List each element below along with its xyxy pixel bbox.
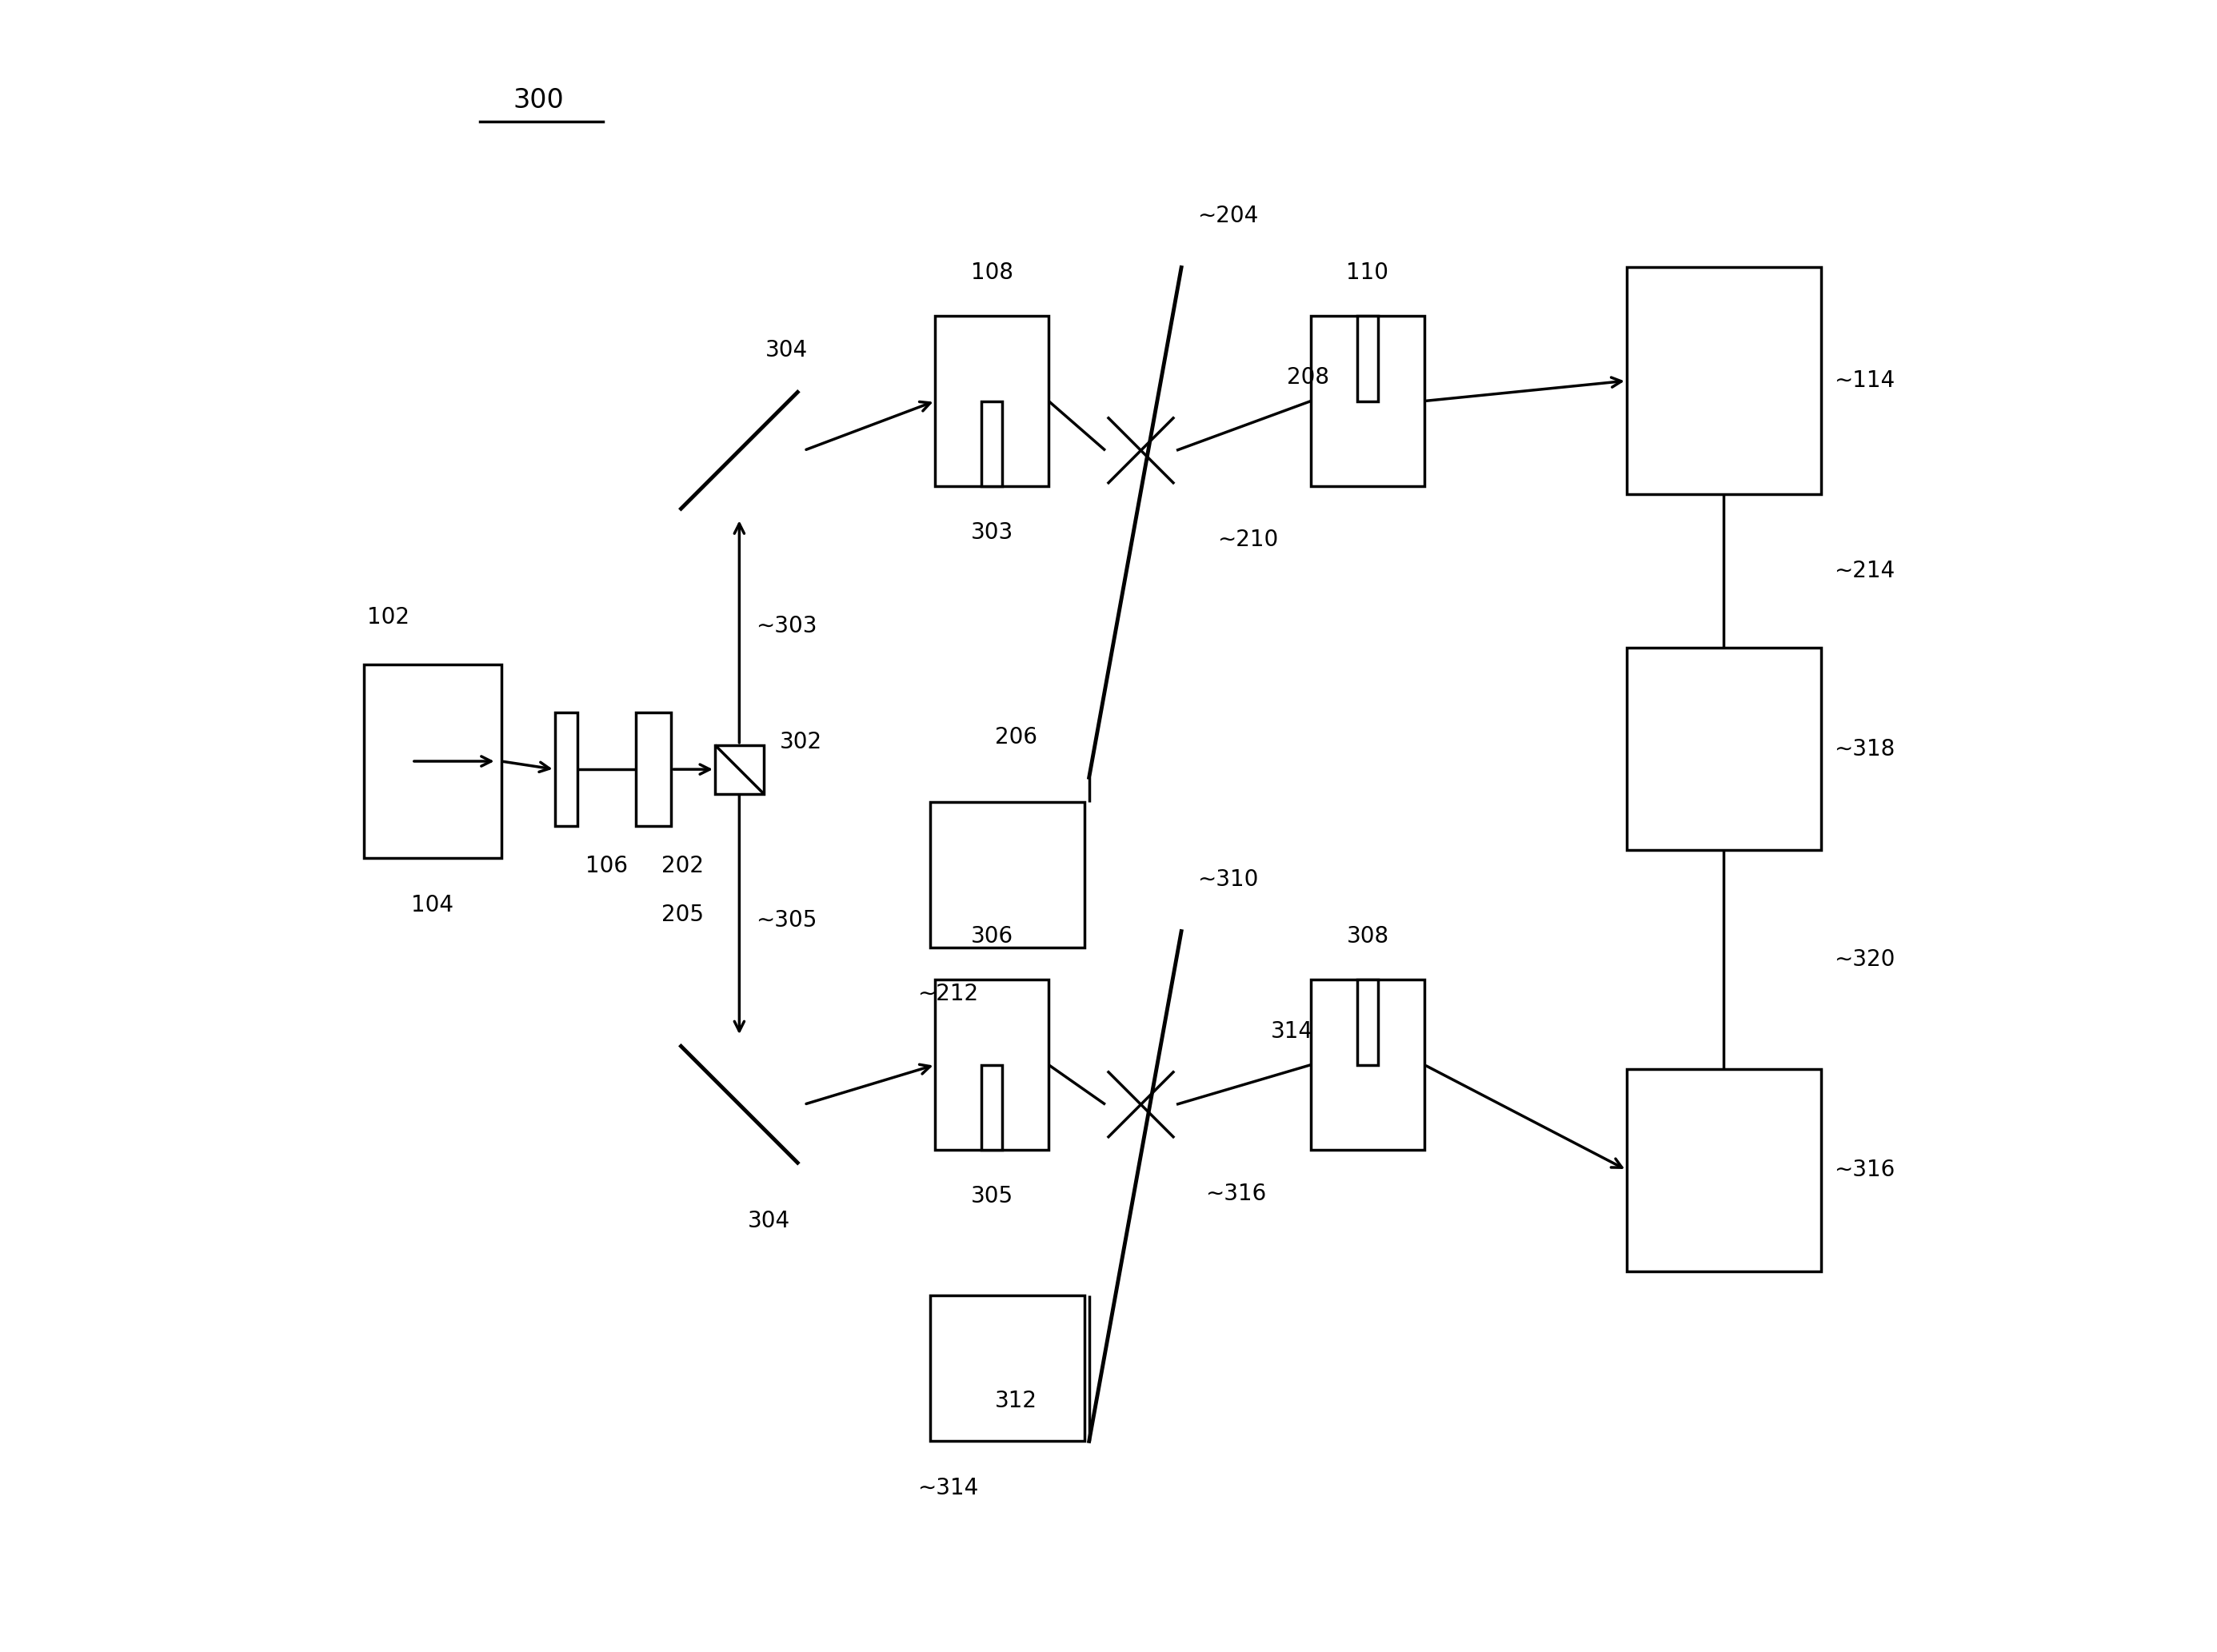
FancyBboxPatch shape: [1357, 980, 1379, 1066]
Text: ∼305: ∼305: [756, 910, 816, 932]
Text: 303: 303: [971, 522, 1013, 544]
Text: 304: 304: [765, 339, 807, 362]
Text: 205: 205: [661, 904, 705, 927]
Text: 208: 208: [1286, 367, 1328, 388]
FancyBboxPatch shape: [364, 664, 501, 859]
Text: 312: 312: [995, 1389, 1038, 1412]
Text: 108: 108: [971, 261, 1013, 284]
FancyBboxPatch shape: [1627, 648, 1820, 851]
FancyBboxPatch shape: [716, 745, 763, 793]
Text: 104: 104: [410, 894, 454, 917]
Text: ∼204: ∼204: [1197, 205, 1259, 226]
Text: ∼320: ∼320: [1833, 948, 1896, 971]
Text: ∼214: ∼214: [1833, 560, 1896, 582]
Text: ∼310: ∼310: [1197, 869, 1259, 890]
FancyBboxPatch shape: [931, 1295, 1084, 1441]
Text: 314: 314: [1270, 1021, 1312, 1042]
Text: ∼212: ∼212: [918, 983, 978, 1006]
Text: 308: 308: [1346, 925, 1388, 947]
FancyBboxPatch shape: [936, 316, 1049, 486]
Text: ∼318: ∼318: [1833, 738, 1896, 760]
Text: 300: 300: [512, 88, 563, 114]
Text: 106: 106: [585, 856, 627, 877]
FancyBboxPatch shape: [1357, 316, 1379, 401]
Text: 304: 304: [747, 1209, 789, 1232]
FancyBboxPatch shape: [936, 980, 1049, 1150]
Text: ∼114: ∼114: [1833, 370, 1896, 392]
Text: 110: 110: [1346, 261, 1388, 284]
FancyBboxPatch shape: [636, 712, 672, 826]
FancyBboxPatch shape: [1310, 316, 1423, 486]
Text: ∼303: ∼303: [756, 615, 816, 638]
FancyBboxPatch shape: [1627, 1069, 1820, 1272]
Text: 306: 306: [971, 925, 1013, 947]
Text: ∼316: ∼316: [1833, 1158, 1896, 1181]
Text: 302: 302: [780, 730, 823, 753]
FancyBboxPatch shape: [1310, 980, 1423, 1150]
Text: 305: 305: [971, 1186, 1013, 1208]
FancyBboxPatch shape: [554, 712, 576, 826]
Text: 206: 206: [995, 725, 1038, 748]
Text: ∼314: ∼314: [918, 1477, 978, 1500]
FancyBboxPatch shape: [982, 1066, 1002, 1150]
Text: 102: 102: [366, 606, 410, 628]
FancyBboxPatch shape: [931, 801, 1084, 947]
FancyBboxPatch shape: [982, 401, 1002, 486]
FancyBboxPatch shape: [1627, 268, 1820, 494]
Text: 202: 202: [661, 856, 705, 877]
Text: ∼316: ∼316: [1206, 1183, 1266, 1204]
Text: ∼210: ∼210: [1217, 529, 1277, 550]
